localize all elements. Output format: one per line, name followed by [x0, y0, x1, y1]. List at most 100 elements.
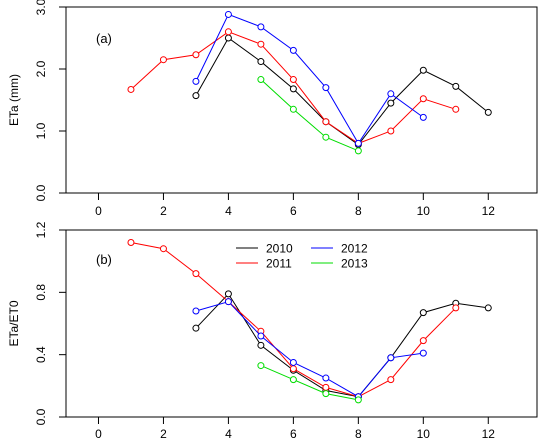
panel-a: 0 2 4 6 8 10 12 0.0 1.0 2.0 3.0 ETa (mm) (a): [7, 0, 538, 218]
plot-frame: [65, 6, 538, 194]
series-2012: [192, 298, 427, 401]
data-point-2012: [322, 84, 330, 92]
legend-label-2012: 2012: [341, 242, 368, 256]
data-point-2010: [192, 92, 200, 100]
data-point-2010: [419, 66, 427, 74]
data-point-2010: [419, 309, 427, 317]
x-tick-label: 0: [95, 204, 102, 218]
legend: 2010 2012 2011 2013: [236, 242, 368, 271]
series-line-2012: [195, 13, 424, 145]
data-point-2010: [387, 99, 395, 107]
data-point-2013: [354, 147, 362, 155]
data-point-2010: [257, 58, 265, 66]
series-2011: [127, 28, 460, 147]
data-point-2010: [257, 341, 265, 349]
x-tick-label: 6: [290, 204, 297, 218]
data-point-2012: [257, 23, 265, 31]
y-tick-label: 1.0: [34, 122, 48, 139]
data-point-2011: [452, 105, 460, 113]
data-point-2012: [192, 307, 200, 315]
data-point-2011: [159, 56, 167, 64]
x-tick-label: 4: [225, 204, 232, 218]
data-point-2012: [322, 374, 330, 382]
series-line-2013: [260, 365, 359, 401]
data-point-2010: [484, 304, 492, 312]
data-point-2012: [289, 46, 297, 54]
data-point-2011: [419, 337, 427, 345]
data-point-2012: [224, 10, 232, 18]
y-tick-label: 0.0: [34, 184, 48, 201]
data-point-2011: [224, 28, 232, 36]
series-2011: [127, 238, 460, 401]
panel-label: (a): [96, 31, 112, 46]
y-axis-label: ETa/ET0: [7, 300, 21, 346]
data-point-2011: [127, 238, 135, 246]
y-tick-label: 3.0: [34, 0, 48, 15]
data-point-2012: [419, 113, 427, 121]
x-tick-label: 6: [290, 427, 297, 441]
y-tick-label: 0.4: [34, 346, 48, 363]
data-point-2011: [192, 51, 200, 59]
data-point-2011: [387, 127, 395, 135]
series-2013: [257, 76, 362, 155]
legend-label-2011: 2011: [266, 257, 292, 271]
data-point-2010: [224, 34, 232, 42]
data-point-2013: [289, 105, 297, 113]
y-tick-label: 0.8: [34, 284, 48, 301]
data-point-2012: [387, 354, 395, 362]
x-tick-label: 10: [417, 427, 431, 441]
y-axis-label: ETa (mm): [7, 74, 21, 126]
x-tick-label: 4: [225, 427, 232, 441]
data-point-2011: [452, 304, 460, 312]
data-point-2010: [452, 82, 460, 90]
data-point-2012: [387, 90, 395, 98]
data-point-2010: [484, 108, 492, 116]
data-point-2011: [159, 245, 167, 253]
data-point-2013: [322, 133, 330, 141]
data-point-2012: [354, 139, 362, 147]
data-point-2011: [257, 40, 265, 48]
series-2010: [192, 34, 492, 149]
series-line-2012: [195, 301, 424, 398]
data-point-2011: [322, 383, 330, 391]
data-point-2011: [387, 376, 395, 384]
data-point-2013: [289, 376, 297, 384]
series-line-2010: [195, 37, 489, 146]
data-point-2011: [289, 365, 297, 373]
x-tick-label: 12: [482, 204, 496, 218]
data-point-2011: [419, 95, 427, 103]
panel-label: (b): [96, 252, 112, 267]
data-point-2012: [257, 332, 265, 340]
data-point-2013: [322, 390, 330, 398]
data-point-2012: [192, 77, 200, 85]
data-point-2013: [354, 396, 362, 404]
series-2010: [192, 290, 492, 401]
y-tick-label: 0.0: [34, 408, 48, 425]
x-tick-label: 10: [417, 204, 431, 218]
data-point-2010: [224, 290, 232, 298]
series-line-2013: [260, 79, 359, 152]
x-tick-label: 2: [160, 204, 167, 218]
series-2013: [257, 362, 362, 404]
data-point-2013: [257, 362, 265, 370]
data-point-2010: [289, 85, 297, 93]
data-point-2012: [419, 349, 427, 357]
y-tick-label: 2.0: [34, 60, 48, 77]
x-tick-label: 2: [160, 427, 167, 441]
series-line-2010: [195, 293, 489, 398]
x-tick-label: 12: [482, 427, 496, 441]
data-point-2012: [289, 358, 297, 366]
data-point-2012: [224, 298, 232, 306]
data-point-2011: [192, 270, 200, 278]
data-point-2011: [127, 85, 135, 93]
x-tick-label: 8: [355, 427, 362, 441]
plot-frame: [65, 229, 538, 418]
data-point-2010: [192, 324, 200, 332]
legend-label-2013: 2013: [341, 257, 368, 271]
series-2012: [192, 10, 427, 147]
x-tick-label: 0: [95, 427, 102, 441]
y-tick-label: 1.2: [34, 221, 48, 238]
data-point-2013: [257, 76, 265, 84]
